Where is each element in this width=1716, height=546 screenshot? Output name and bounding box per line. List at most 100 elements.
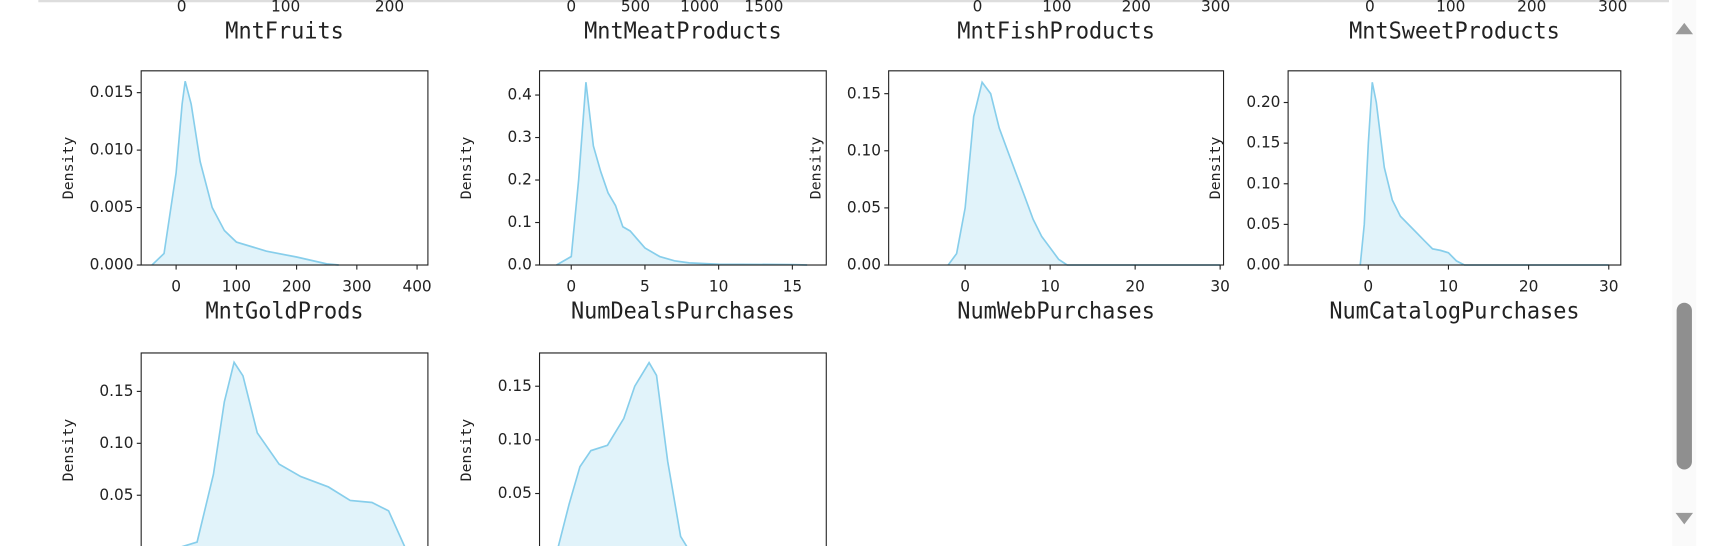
density-fill [184, 362, 405, 546]
y-tick-label: 0.20 [1246, 92, 1280, 111]
density-line [1359, 82, 1609, 266]
y-tick-label: 0.05 [99, 485, 133, 504]
y-tick-label: 0.4 [508, 84, 532, 103]
scroll-up[interactable] [1675, 22, 1694, 35]
density-line [151, 80, 339, 266]
x-axis-label: NumCatalogPurchases [1329, 298, 1579, 325]
x-tick-label: 0 [566, 0, 576, 16]
x-tick-label: 0 [177, 0, 187, 16]
subplot: 0 100 200 300 400 0.000 0.005 0.010 0.015 MntGold… [61, 70, 432, 325]
axes-frame [888, 70, 1225, 266]
x-tick-label: 0 [973, 0, 983, 16]
subplot: 0 100 200 300 MntFishProducts [957, 0, 1230, 45]
scroll-down[interactable] [1675, 512, 1694, 525]
x-axis-label: NumDealsPurchases [571, 298, 795, 325]
x-tick-label: 30 [1210, 276, 1230, 295]
x-tick-label: 300 [1598, 0, 1627, 16]
y-tick-label: 0.015 [90, 82, 134, 101]
subplot: 0 500 1000 1500 MntMeatProducts [566, 0, 783, 45]
x-tick-label: 100 [271, 0, 300, 16]
x-axis-label: MntSweetProducts [1349, 18, 1560, 45]
y-axis-label: Density [459, 419, 475, 482]
x-axis-label: NumWebPurchases [957, 298, 1155, 325]
x-tick-label: 10 [1439, 276, 1459, 295]
x-axis-label: MntMeatProducts [584, 18, 782, 45]
x-tick-label: 5 [640, 276, 650, 295]
x-tick-label: 200 [1122, 0, 1151, 16]
y-tick-label: 0.05 [498, 483, 532, 502]
subplot: 0 10 20 30 0.00 0.05 0.10 0.15 NumWebPurchases De… [809, 70, 1230, 325]
x-axis-label: MntGoldProds [206, 298, 364, 325]
y-tick-label: 0.2 [508, 169, 532, 188]
x-axis-label: MntFishProducts [957, 18, 1155, 45]
axes-frame [140, 352, 429, 546]
x-tick-label: 300 [342, 276, 371, 295]
density-line [556, 82, 808, 266]
y-axis-label: Density [809, 136, 825, 199]
y-tick-label: 0.05 [847, 197, 881, 216]
y-tick-label: 0.15 [99, 381, 133, 400]
y-tick-label: 0.10 [498, 429, 532, 448]
y-tick-label: 0.000 [90, 254, 134, 273]
subplot: 0 100 200 300 MntSweetProducts [1349, 0, 1627, 45]
y-tick-label: 0.3 [508, 127, 532, 146]
x-tick-label: 10 [709, 276, 729, 295]
density-fill [152, 81, 339, 266]
x-tick-label: 1500 [744, 0, 783, 16]
x-tick-label: 0 [960, 276, 970, 295]
subplot: 0.05 0.10 0.15 Density [61, 352, 429, 546]
density-line [947, 80, 1221, 266]
y-axis-label: Density [459, 136, 475, 199]
x-tick-label: 200 [1517, 0, 1546, 16]
x-tick-label: 400 [402, 276, 431, 295]
x-tick-label: 20 [1125, 276, 1145, 295]
x-tick-label: 0 [171, 276, 181, 295]
x-tick-label: 15 [783, 276, 803, 295]
y-tick-label: 0.005 [90, 197, 134, 216]
y-tick-label: 0.00 [1246, 254, 1280, 273]
scrollbar[interactable] [1672, 0, 1697, 546]
y-tick-label: 0.010 [90, 139, 134, 158]
y-axis-label: Density [61, 136, 77, 199]
y-tick-label: 0.0 [508, 254, 532, 273]
y-axis-label: Density [61, 419, 77, 482]
x-tick-label: 100 [222, 276, 251, 295]
axes-frame [538, 70, 827, 266]
subplot: 0 10 20 30 0.00 0.05 0.10 0.15 0.20 NumCatalogPur… [1208, 70, 1622, 325]
subplot: 0.05 0.10 0.15 Density [459, 352, 827, 546]
subplot: 0 100 200 MntFruits [177, 0, 404, 45]
y-tick-label: 0.15 [1246, 132, 1280, 151]
density-fill [558, 362, 687, 546]
density-fill [948, 82, 1221, 266]
y-tick-label: 0.1 [508, 212, 532, 231]
y-tick-label: 0.05 [1246, 214, 1280, 233]
scroll-thumb[interactable] [1676, 302, 1692, 470]
axes-frame [1287, 70, 1622, 266]
x-tick-label: 30 [1599, 276, 1619, 295]
axes-frame [538, 352, 827, 546]
x-tick-label: 10 [1040, 276, 1060, 295]
x-tick-label: 1000 [680, 0, 719, 16]
density-fill [1360, 82, 1609, 266]
y-axis-label: Density [1208, 136, 1224, 199]
x-tick-label: 0 [566, 276, 576, 295]
x-tick-label: 0 [1363, 276, 1373, 295]
density-fill [556, 82, 808, 266]
subplot: 0 5 10 15 0.0 0.1 0.2 0.3 0.4 NumDealsPurchases De… [459, 70, 827, 325]
y-tick-label: 0.10 [847, 140, 881, 159]
x-axis-label: MntFruits [225, 18, 344, 45]
x-tick-label: 100 [1436, 0, 1465, 16]
axes-frame [140, 70, 429, 266]
y-tick-label: 0.10 [1246, 173, 1280, 192]
y-tick-label: 0.15 [847, 83, 881, 102]
density-line [557, 361, 688, 546]
x-tick-label: 300 [1201, 0, 1230, 16]
x-tick-label: 200 [375, 0, 404, 16]
x-tick-label: 20 [1519, 276, 1539, 295]
x-tick-label: 0 [1365, 0, 1375, 16]
y-tick-label: 0.15 [498, 376, 532, 395]
density-line [181, 360, 406, 546]
